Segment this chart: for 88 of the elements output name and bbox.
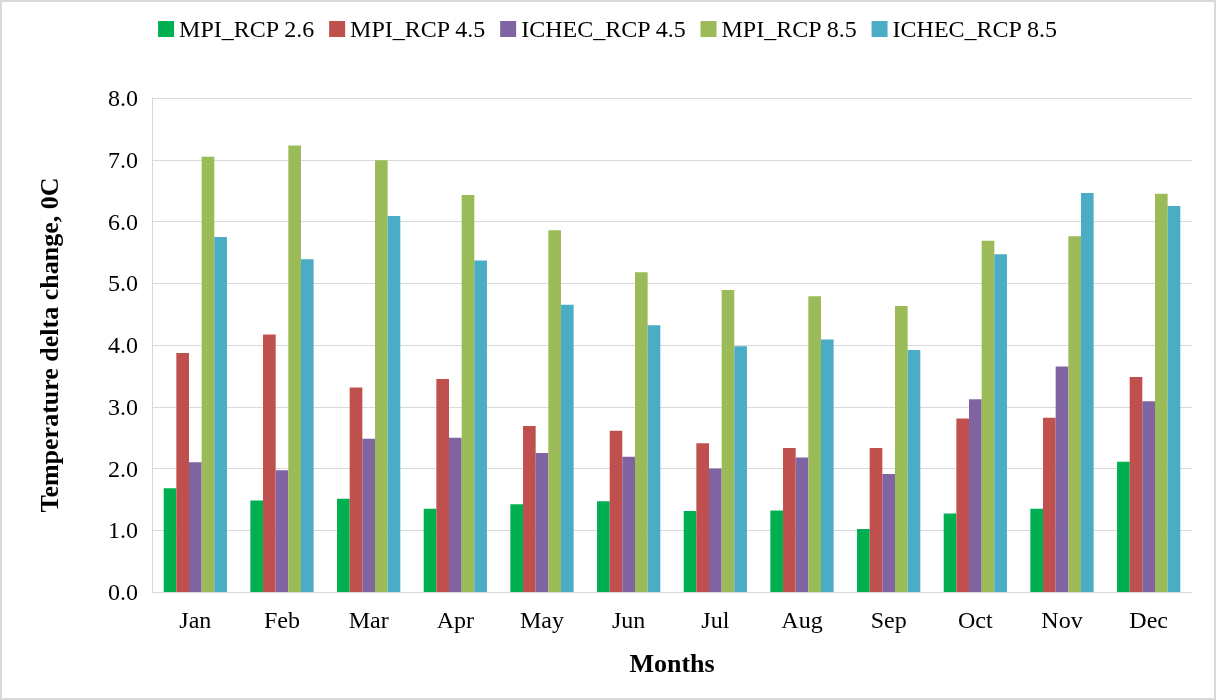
y-tick-label: 1.0 xyxy=(108,517,138,544)
bar xyxy=(510,504,524,592)
bar xyxy=(1129,377,1143,592)
bar xyxy=(1142,401,1155,592)
bar xyxy=(894,306,908,592)
x-tick-label: May xyxy=(520,607,564,633)
x-tick-label: Jan xyxy=(179,607,212,633)
bar xyxy=(820,339,834,592)
bar xyxy=(349,387,363,592)
bar xyxy=(783,448,796,592)
bar xyxy=(275,470,289,592)
x-tick-label: Feb xyxy=(264,607,300,633)
bar xyxy=(560,304,574,592)
bar xyxy=(436,378,450,592)
bar xyxy=(163,488,177,592)
x-tick-label: Jul xyxy=(701,607,730,633)
y-axis-title: Temperature delta change, 0C xyxy=(34,177,64,513)
bar xyxy=(176,353,190,592)
bar xyxy=(597,501,610,592)
y-tick-label: 5.0 xyxy=(108,270,138,297)
bar xyxy=(609,430,623,592)
bar xyxy=(387,215,401,592)
bar xyxy=(1043,417,1056,592)
bar xyxy=(622,456,635,592)
bar xyxy=(721,290,735,592)
bar xyxy=(647,325,661,592)
bar xyxy=(696,443,710,592)
bar xyxy=(943,513,957,592)
bar xyxy=(548,230,561,592)
y-tick-label: 6.0 xyxy=(108,208,138,235)
legend-label: MPI_RCP 8.5 xyxy=(721,16,857,42)
x-axis-title: Months xyxy=(629,648,715,678)
bar xyxy=(1055,366,1069,592)
bar xyxy=(907,349,921,592)
y-tick-label: 0.0 xyxy=(108,579,138,605)
x-tick-label: Mar xyxy=(348,607,389,633)
bar xyxy=(634,272,648,592)
bar xyxy=(683,511,697,592)
bar xyxy=(423,508,437,592)
bar xyxy=(288,145,301,592)
x-tick-label: Jun xyxy=(611,607,646,633)
bar xyxy=(882,474,895,592)
bar xyxy=(474,260,487,592)
bar xyxy=(869,448,883,592)
bar xyxy=(263,334,276,592)
y-tick-label: 3.0 xyxy=(108,393,138,420)
bar xyxy=(449,437,462,592)
y-tick-label: 2.0 xyxy=(108,455,138,482)
bar xyxy=(214,236,227,592)
bar xyxy=(808,296,821,592)
x-tick-label: Oct xyxy=(958,607,993,633)
x-tick-label: Nov xyxy=(1041,607,1083,633)
bar xyxy=(461,194,475,592)
y-tick-label: 7.0 xyxy=(108,146,138,173)
bar xyxy=(374,160,388,592)
bar xyxy=(1030,508,1044,592)
bar xyxy=(709,468,722,592)
bar xyxy=(770,510,784,592)
bar xyxy=(201,156,215,592)
legend-label: MPI_RCP 2.6 xyxy=(179,16,315,42)
bar xyxy=(795,457,809,592)
bar xyxy=(250,500,264,592)
bar xyxy=(981,240,995,592)
legend-label: ICHEC_RCP 8.5 xyxy=(892,16,1058,42)
bar xyxy=(1117,461,1130,592)
x-tick-label: Sep xyxy=(870,607,907,633)
bar xyxy=(857,529,870,592)
bar xyxy=(362,438,375,592)
bar xyxy=(994,254,1007,592)
y-tick-label: 8.0 xyxy=(108,85,138,111)
x-tick-label: Dec xyxy=(1129,607,1168,633)
x-tick-label: Aug xyxy=(781,607,823,633)
bar xyxy=(523,425,536,592)
bar xyxy=(969,399,982,592)
bar xyxy=(956,418,970,592)
bar xyxy=(1068,236,1081,592)
bar xyxy=(734,346,747,592)
bar xyxy=(300,259,314,592)
bar xyxy=(1080,193,1094,592)
bar xyxy=(1167,206,1181,592)
bar xyxy=(337,498,350,592)
legend-label: ICHEC_RCP 4.5 xyxy=(521,16,686,42)
y-tick-label: 4.0 xyxy=(108,332,138,358)
x-tick-label: Apr xyxy=(436,607,474,633)
bar xyxy=(1154,193,1168,592)
bar xyxy=(189,462,202,592)
legend-label: MPI_RCP 4.5 xyxy=(350,16,486,42)
bar xyxy=(535,453,549,592)
